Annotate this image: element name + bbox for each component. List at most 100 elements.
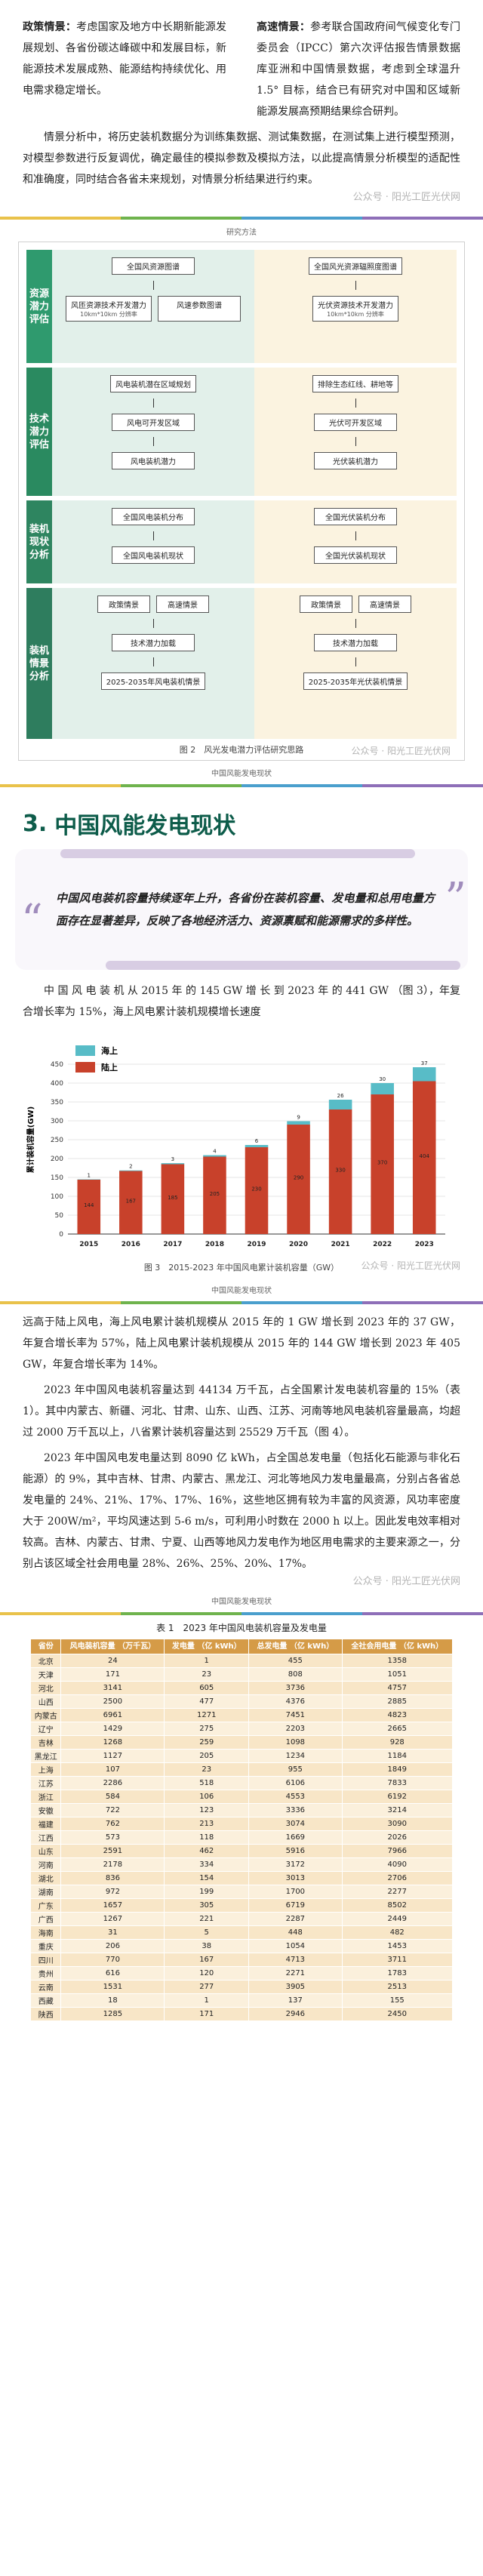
table-cell: 1 [164,1993,250,2008]
bar-onshore [203,1156,226,1234]
table-row: 贵州 616 120 2271 1783 [29,1966,453,1980]
table-cell: 江苏 [29,1776,62,1790]
table-cell: 4757 [341,1681,453,1695]
table-cell: 167 [164,1953,250,1967]
table-cell: 1054 [248,1939,343,1953]
province-table: 省份 风电装机容量 （万千瓦） 发电量 （亿 kWh） 总发电量 （亿 kWh）… [29,1639,453,2021]
quote-card: “ 中国风电装机容量持续逐年上升，各省份在装机容量、发电量和总用电量方面存在显著… [15,849,468,970]
table-row: 云南 1531 277 3905 2513 [29,1980,453,1994]
watermark-text: 公众号 · 阳光工匠光伏网 [352,192,460,203]
fig-row-label: 装机情景分析 [26,588,52,739]
table-cell: 199 [164,1885,250,1899]
fig-row-resource: 资源潜力评估 全国风资源图谱 风匝资源技术开发潜力 10km*10km 分辨率 风… [26,250,457,363]
table-cell: 5 [164,1925,250,1940]
running-header-china-wind: 中国风能发电现状 [211,1598,272,1606]
table-cell: 河南 [29,1857,62,1872]
y-tick-label: 200 [51,1156,63,1163]
flow-arrow [152,657,154,666]
table-cell: 123 [164,1803,250,1817]
table-title: 表 1 2023 年中国风电装机容量及发电量 [156,1623,327,1633]
figure-caption: 图 2 风光发电潜力评估研究思路 [179,745,304,755]
close-quote-icon: ” [445,874,466,923]
quote-bar-bottom [106,961,460,970]
table-cell: 上海 [29,1762,62,1777]
table-cell: 2500 [60,1694,165,1709]
table-cell: 2203 [248,1722,343,1736]
flow-box: 2025-2035年风电装机情景 [100,672,206,690]
color-divider [0,1301,483,1304]
table-cell: 3090 [341,1817,453,1831]
table-cell: 广东 [29,1898,62,1913]
page: 政策情景：考虑国家及地方中长期新能源发展规划、各省份碳达峰碳中和发展目标，新能源… [0,17,483,2021]
bar-onshore [245,1147,269,1234]
flow-box: 技术潜力加载 [314,634,397,651]
color-divider [0,217,483,220]
wind-text-block: 远高于陆上风电，海上风电累计装机规模从 2015 年的 1 GW 增长到 202… [23,1312,460,1587]
table-cell: 福建 [29,1817,62,1831]
watermark-text: 公众号 · 阳光工匠光伏网 [361,1260,460,1271]
table-cell: 4090 [341,1857,453,1872]
table-cell: 972 [60,1885,165,1899]
onshore-data-label: 290 [294,1175,303,1181]
table-cell: 171 [60,1667,165,1682]
table-header-cell: 全社会用电量 （亿 kWh） [341,1639,453,1654]
bar-offshore [328,1100,352,1109]
wind-paragraph-1: 中 国 风 电 装 机 从 2015 年 的 145 GW 增 长 到 2023… [23,985,460,1018]
high-speed-scenario-lead: 高速情景： [257,21,311,33]
table-cell: 334 [164,1857,250,1872]
fig-left-panel: 政策情景 高速情景 技术潜力加载 2025-2035年风电装机情景 [52,588,254,739]
table-cell: 1 [164,1654,250,1668]
table-cell: 3013 [248,1871,343,1885]
open-quote-icon: “ [21,896,43,945]
quote-text: 中国风电装机容量持续逐年上升，各省份在装机容量、发电量和总用电量方面存在显著差异… [56,891,435,928]
bar-onshore [412,1081,436,1234]
table-cell: 154 [164,1871,250,1885]
table-cell: 1098 [248,1735,343,1750]
flow-arrow [355,281,356,290]
legend-label-offshore: 海上 [101,1045,118,1056]
table-cell: 4713 [248,1953,343,1967]
flow-box: 全国风光资源辐照度图谱 [309,257,402,275]
offshore-data-label: 9 [297,1115,300,1121]
table-cell: 928 [341,1735,453,1750]
table-row: 河南 2178 334 3172 4090 [29,1857,453,1872]
bar-onshore [287,1125,310,1234]
table-cell: 213 [164,1817,250,1831]
table-cell: 内蒙古 [29,1708,62,1722]
table-cell: 2513 [341,1980,453,1994]
table-cell: 1268 [60,1735,165,1750]
y-tick-label: 50 [55,1212,64,1220]
table-cell: 605 [164,1681,250,1695]
flow-box: 风电可开发区域 [112,414,195,431]
x-tick-label: 2022 [373,1241,392,1248]
table-cell: 1453 [341,1939,453,1953]
flow-box-text: 风匝资源技术开发潜力 [71,302,146,310]
table-cell: 1700 [248,1885,343,1899]
policy-scenario: 政策情景：考虑国家及地方中长期新能源发展规划、各省份碳达峰碳中和发展目标，新能源… [23,17,226,122]
table-cell: 云南 [29,1980,62,1994]
flow-box: 2025-2035年光伏装机情景 [303,672,408,690]
onshore-data-label: 167 [126,1198,136,1204]
table-cell: 23 [164,1667,250,1682]
offshore-data-label: 26 [337,1093,344,1099]
table-row: 湖南 972 199 1700 2277 [29,1885,453,1899]
offshore-data-label: 4 [213,1149,217,1155]
table-cell: 2706 [341,1871,453,1885]
table-cell: 吉林 [29,1735,62,1750]
table-cell: 3711 [341,1953,453,1967]
fig-right-panel: 政策情景 高速情景 技术潜力加载 2025-2035年光伏装机情景 [254,588,457,739]
fig-right-panel: 全国风光资源辐照度图谱 光伏资源技术开发潜力 10km*10km 分辨率 [254,250,457,363]
table-cell: 2178 [60,1857,165,1872]
flow-box-row: 政策情景 高速情景 [97,596,209,613]
flow-arrow [152,399,154,408]
flow-box: 光伏可开发区域 [314,414,397,431]
table-cell: 四川 [29,1953,62,1967]
flow-arrow [355,437,356,446]
offshore-data-label: 3 [171,1156,174,1162]
table-cell: 573 [60,1830,165,1845]
flow-box-row: 政策情景 高速情景 [300,596,411,613]
table-cell: 2450 [341,2007,453,2021]
quote-bar-top [60,849,415,858]
table-cell: 2946 [248,2007,343,2021]
table-body: 北京 24 1 455 1358 天津 171 23 808 1051 河北 3141 605 3736 4… [29,1654,453,2021]
